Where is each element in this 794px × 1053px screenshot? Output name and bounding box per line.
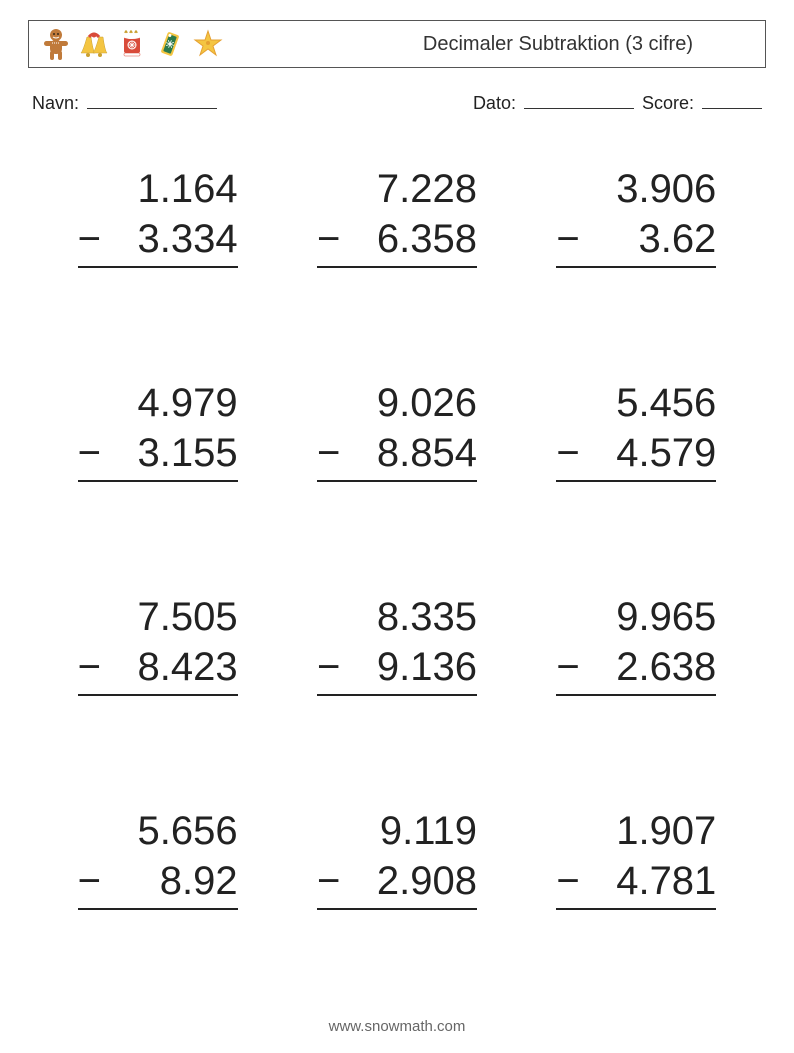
- problem: 7.505 − 8.423: [58, 592, 257, 696]
- minuend: 4.979: [78, 378, 238, 428]
- minus-sign: −: [556, 428, 580, 478]
- minuend: 8.335: [317, 592, 477, 642]
- subtrahend-line: − 2.908: [317, 856, 477, 910]
- minus-sign: −: [78, 214, 102, 264]
- minuend: 7.505: [78, 592, 238, 642]
- minuend: 5.656: [78, 806, 238, 856]
- subtrahend: 9.136: [341, 642, 477, 692]
- minuend: 1.907: [556, 806, 716, 856]
- minus-sign: −: [317, 428, 341, 478]
- minus-sign: −: [556, 856, 580, 906]
- subtrahend: 2.638: [580, 642, 716, 692]
- header-box: Decimaler Subtraktion (3 cifre): [28, 20, 766, 68]
- subtrahend-line: − 3.334: [78, 214, 238, 268]
- minus-sign: −: [78, 642, 102, 692]
- gingerbread-icon: [41, 27, 71, 61]
- minus-sign: −: [78, 856, 102, 906]
- minus-sign: −: [317, 856, 341, 906]
- problem: 9.965 − 2.638: [537, 592, 736, 696]
- problem: 9.119 − 2.908: [297, 806, 496, 910]
- meta-left: Navn:: [32, 90, 217, 114]
- subtrahend: 4.579: [580, 428, 716, 478]
- minuend: 5.456: [556, 378, 716, 428]
- subtrahend-line: − 8.92: [78, 856, 238, 910]
- minuend: 9.965: [556, 592, 716, 642]
- name-blank[interactable]: [87, 90, 217, 109]
- problem: 5.656 − 8.92: [58, 806, 257, 910]
- subtrahend: 2.908: [341, 856, 477, 906]
- subtrahend: 3.155: [102, 428, 238, 478]
- subtrahend: 3.334: [102, 214, 238, 264]
- minuend: 1.164: [78, 164, 238, 214]
- subtrahend: 3.62: [580, 214, 716, 264]
- minus-sign: −: [78, 428, 102, 478]
- minuend: 9.119: [317, 806, 477, 856]
- problem: 7.228 − 6.358: [297, 164, 496, 268]
- date-label: Dato:: [473, 93, 516, 114]
- subtrahend: 8.423: [102, 642, 238, 692]
- problem: 3.906 − 3.62: [537, 164, 736, 268]
- subtrahend-line: − 3.155: [78, 428, 238, 482]
- subtrahend-line: − 3.62: [556, 214, 716, 268]
- problem: 9.026 − 8.854: [297, 378, 496, 482]
- subtrahend-line: − 2.638: [556, 642, 716, 696]
- mug-icon: [117, 27, 147, 61]
- meta-row: Navn: Dato: Score:: [28, 90, 766, 114]
- problem: 8.335 − 9.136: [297, 592, 496, 696]
- icon-row: [41, 27, 223, 61]
- footer-url: www.snowmath.com: [0, 1018, 794, 1035]
- worksheet-title: Decimaler Subtraktion (3 cifre): [423, 33, 753, 56]
- bells-icon: [79, 27, 109, 61]
- problem: 5.456 − 4.579: [537, 378, 736, 482]
- minus-sign: −: [556, 214, 580, 264]
- subtrahend: 8.92: [102, 856, 238, 906]
- subtrahend: 8.854: [341, 428, 477, 478]
- date-blank[interactable]: [524, 90, 634, 109]
- name-label: Navn:: [32, 93, 79, 114]
- star-icon: [193, 27, 223, 61]
- subtrahend-line: − 8.854: [317, 428, 477, 482]
- tag-icon: [155, 27, 185, 61]
- problem: 1.164 − 3.334: [58, 164, 257, 268]
- subtrahend-line: − 9.136: [317, 642, 477, 696]
- minuend: 9.026: [317, 378, 477, 428]
- score-label: Score:: [642, 93, 694, 114]
- minuend: 3.906: [556, 164, 716, 214]
- subtrahend-line: − 4.781: [556, 856, 716, 910]
- meta-right: Dato: Score:: [473, 90, 762, 114]
- subtrahend: 4.781: [580, 856, 716, 906]
- problem: 1.907 − 4.781: [537, 806, 736, 910]
- problem: 4.979 − 3.155: [58, 378, 257, 482]
- minus-sign: −: [317, 642, 341, 692]
- problems-grid: 1.164 − 3.334 7.228 − 6.358 3.906 − 3.62…: [28, 164, 766, 910]
- subtrahend-line: − 8.423: [78, 642, 238, 696]
- subtrahend-line: − 6.358: [317, 214, 477, 268]
- score-blank[interactable]: [702, 90, 762, 109]
- minuend: 7.228: [317, 164, 477, 214]
- subtrahend-line: − 4.579: [556, 428, 716, 482]
- minus-sign: −: [317, 214, 341, 264]
- worksheet-page: Decimaler Subtraktion (3 cifre) Navn: Da…: [0, 0, 794, 1053]
- subtrahend: 6.358: [341, 214, 477, 264]
- minus-sign: −: [556, 642, 580, 692]
